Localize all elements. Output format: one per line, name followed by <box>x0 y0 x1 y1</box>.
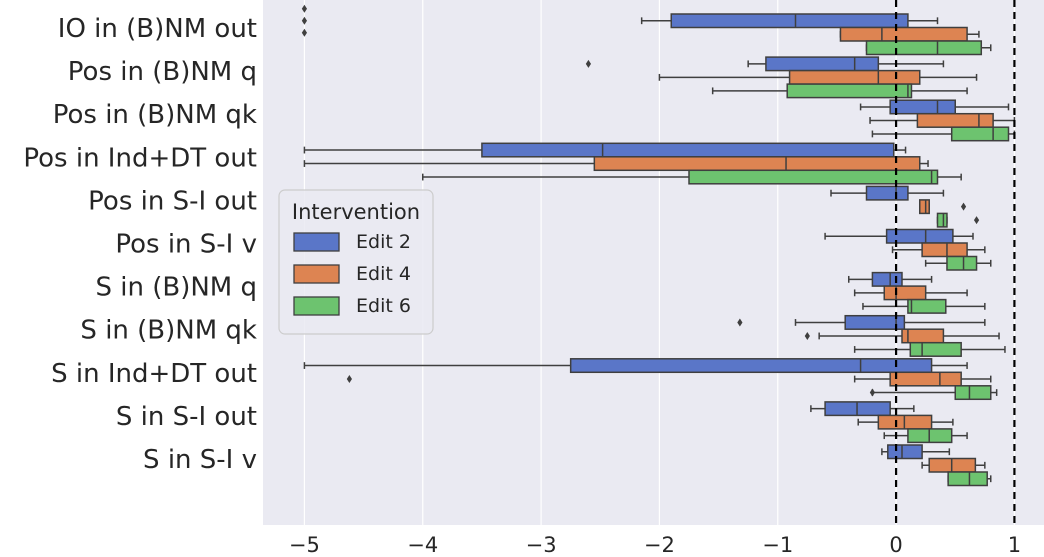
legend: Intervention Edit 2 Edit 4 Edit 6 <box>278 189 434 335</box>
x-tick-label: 1 <box>1008 533 1021 557</box>
reference-lines <box>894 0 1016 525</box>
box-body <box>788 69 921 85</box>
y-tick-label: Pos in (B)NM qk <box>53 100 257 130</box>
y-tick-label: Pos in (B)NM q <box>68 57 257 87</box>
y-tick-label: Pos in Ind+DT out <box>23 143 257 173</box>
y-tick-label: S in S-I out <box>116 402 257 432</box>
legend-label: Edit 2 <box>356 231 411 253</box>
legend-title: Intervention <box>292 200 420 224</box>
box-body <box>593 156 921 172</box>
x-tick-label: −4 <box>407 533 438 557</box>
box-edit-4 <box>853 285 968 301</box>
x-tick-label: −3 <box>526 533 557 557</box>
x-tick-label: −5 <box>289 533 320 557</box>
y-tick-label: S in (B)NM qk <box>80 316 257 346</box>
x-tick-labels: −5 −4 −3 −2 −1 0 1 <box>289 533 1021 557</box>
box-edit-4 <box>919 199 967 215</box>
box-body <box>947 471 988 487</box>
box-body <box>839 26 968 42</box>
outlier-point <box>960 202 967 211</box>
outlier-point <box>585 59 592 68</box>
box-edit-4 <box>921 457 986 473</box>
box-body <box>921 242 968 258</box>
box-edit-6 <box>947 471 992 487</box>
outlier-point <box>804 331 810 340</box>
outlier-point <box>737 318 743 327</box>
outlier-point <box>869 388 876 397</box>
box-body <box>907 298 947 314</box>
box-body <box>919 199 930 215</box>
box-body <box>871 271 903 287</box>
y-tick-label: IO in (B)NM out <box>58 14 257 44</box>
box-body <box>885 228 954 244</box>
box-edit-4 <box>891 242 986 258</box>
box-body <box>569 358 933 374</box>
legend-swatch <box>293 296 340 316</box>
box-edit-6 <box>936 212 980 228</box>
legend-label: Edit 6 <box>356 295 411 317</box>
y-tick-label: Pos in S-I out <box>88 186 257 216</box>
box-edit-4 <box>839 26 980 42</box>
box-body <box>786 83 913 99</box>
box-edit-6 <box>869 385 998 401</box>
box-edit-6 <box>711 83 968 99</box>
outlier-point <box>301 28 308 37</box>
legend-swatch <box>293 232 340 252</box>
box-edit-2 <box>737 314 986 330</box>
box-body <box>889 371 962 387</box>
box-body <box>688 169 939 185</box>
box-edit-2 <box>303 358 968 374</box>
y-tick-label: Pos in S-I v <box>115 230 257 260</box>
y-tick-labels: IO in (B)NM out Pos in (B)NM q Pos in (B)N… <box>23 14 257 475</box>
box-body <box>865 185 909 201</box>
legend-swatch <box>293 264 340 284</box>
box-edit-4 <box>804 328 1000 344</box>
box-edit-2 <box>810 401 915 417</box>
box-edit-2 <box>301 4 939 37</box>
box-edit-6 <box>865 40 992 56</box>
x-tick-label: −2 <box>644 533 675 557</box>
box-body <box>909 341 962 357</box>
box-edit-4 <box>346 371 992 387</box>
box-edit-2 <box>824 228 974 244</box>
box-body <box>481 142 895 158</box>
outlier-point <box>346 375 352 384</box>
outlier-point <box>973 216 980 225</box>
box-edit-6 <box>883 428 968 444</box>
outlier-point <box>301 16 308 25</box>
box-body <box>883 285 927 301</box>
box-edit-6 <box>853 341 1006 357</box>
box-edit-2 <box>585 56 945 72</box>
box-edit-6 <box>924 255 992 271</box>
box-body <box>765 56 880 72</box>
box-body <box>670 13 909 29</box>
box-edit-6 <box>862 298 986 314</box>
y-tick-label: S in (B)NM q <box>95 273 257 303</box>
box-body <box>936 212 948 228</box>
box-edit-6 <box>422 169 962 185</box>
outlier-point <box>301 4 308 13</box>
box-body <box>887 444 923 460</box>
box-body <box>865 40 983 56</box>
x-tick-label: 0 <box>889 533 902 557</box>
box-body <box>946 255 978 271</box>
y-tick-label: S in Ind+DT out <box>51 359 257 389</box>
box-body <box>889 99 957 115</box>
y-tick-label: S in S-I v <box>143 445 257 475</box>
legend-label: Edit 4 <box>356 263 411 285</box>
box-edit-6 <box>871 126 1016 142</box>
box-edit-4 <box>658 69 978 85</box>
x-tick-label: −1 <box>762 533 793 557</box>
box-edit-4 <box>857 414 954 430</box>
box-body <box>954 385 992 401</box>
box-series <box>301 4 1016 487</box>
box-body <box>950 126 1010 142</box>
box-body <box>916 112 994 128</box>
box-body <box>844 314 906 330</box>
box-edit-2 <box>830 185 945 201</box>
